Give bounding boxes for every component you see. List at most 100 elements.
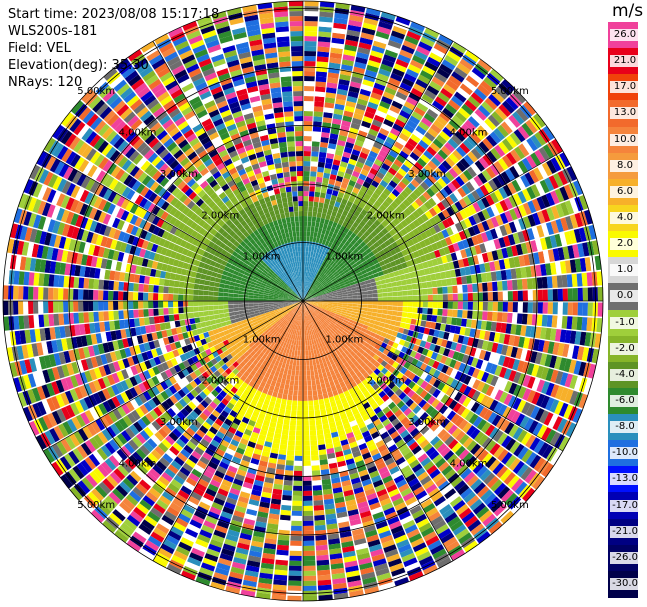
velocity-gate — [418, 121, 430, 132]
velocity-gate — [233, 304, 239, 308]
velocity-gate — [429, 52, 443, 63]
velocity-gate — [442, 107, 454, 119]
velocity-gate — [303, 241, 307, 247]
velocity-gate — [204, 280, 211, 286]
velocity-gate — [326, 153, 335, 160]
velocity-gate — [388, 229, 396, 237]
velocity-gate — [308, 201, 314, 207]
velocity-gate — [328, 282, 334, 286]
velocity-gate — [338, 269, 344, 275]
velocity-gate — [355, 217, 362, 225]
velocity-gate — [332, 159, 341, 166]
velocity-gate — [286, 136, 295, 142]
velocity-gate — [435, 240, 443, 249]
velocity-gate — [320, 266, 325, 272]
velocity-gate — [478, 141, 490, 154]
velocity-gate — [451, 134, 463, 146]
velocity-gate — [310, 251, 314, 257]
velocity-gate — [320, 142, 328, 148]
velocity-gate — [582, 242, 590, 257]
velocity-gate — [550, 157, 562, 172]
velocity-gate — [332, 190, 339, 197]
velocity-gate — [474, 88, 487, 101]
velocity-gate — [318, 270, 323, 276]
velocity-gate — [208, 301, 214, 306]
velocity-gate — [400, 211, 408, 220]
velocity-gate — [421, 93, 434, 104]
velocity-gate — [325, 270, 330, 275]
velocity-gate — [441, 59, 456, 71]
velocity-gate — [368, 208, 376, 216]
velocity-gate — [329, 285, 335, 289]
velocity-gate — [303, 251, 306, 257]
velocity-gate — [314, 196, 320, 203]
velocity-gate — [544, 177, 555, 192]
velocity-gate — [394, 246, 401, 254]
velocity-gate — [352, 71, 364, 79]
velocity-gate — [342, 296, 348, 299]
velocity-gate — [371, 192, 380, 200]
velocity-gate — [339, 271, 345, 277]
velocity-gate — [303, 291, 306, 297]
velocity-gate — [143, 317, 150, 326]
velocity-gate — [294, 216, 299, 222]
velocity-gate — [376, 245, 383, 252]
velocity-gate — [108, 290, 114, 300]
velocity-gate — [510, 149, 522, 163]
velocity-gate — [309, 289, 314, 294]
velocity-gate — [445, 196, 454, 206]
velocity-gate — [325, 277, 331, 283]
velocity-gate — [369, 55, 382, 64]
velocity-gate — [291, 226, 296, 232]
velocity-gate — [303, 266, 305, 271]
velocity-gate — [285, 126, 295, 132]
velocity-gate — [387, 296, 393, 301]
velocity-gate — [303, 226, 307, 232]
velocity-gate — [374, 200, 382, 208]
velocity-gate — [361, 251, 368, 257]
velocity-gate — [430, 123, 442, 134]
velocity-gate — [414, 106, 426, 117]
velocity-gate — [348, 278, 355, 284]
velocity-gate — [293, 206, 299, 212]
velocity-gate — [390, 30, 406, 40]
velocity-gate — [153, 285, 159, 293]
velocity-gate — [303, 286, 305, 292]
velocity-gate — [350, 214, 358, 222]
velocity-gate — [385, 171, 395, 180]
velocity-gate — [312, 273, 316, 279]
velocity-gate — [387, 109, 399, 119]
velocity-gate — [401, 249, 409, 257]
velocity-gate — [58, 313, 65, 326]
velocity-gate — [341, 287, 347, 291]
velocity-gate — [304, 41, 317, 47]
velocity-gate — [304, 21, 318, 27]
velocity-gate — [295, 131, 303, 137]
velocity-gate — [341, 59, 354, 67]
velocity-gate — [349, 251, 355, 258]
velocity-gate — [377, 223, 385, 231]
velocity-gate — [334, 103, 345, 111]
velocity-gate — [467, 293, 473, 301]
velocity-gate — [562, 246, 570, 260]
velocity-gate — [193, 301, 199, 307]
velocity-gate — [459, 158, 471, 169]
velocity-gate — [93, 290, 99, 300]
velocity-gate — [427, 197, 437, 207]
velocity-gate — [78, 277, 85, 289]
velocity-gate — [377, 271, 384, 277]
velocity-gate — [464, 99, 477, 112]
velocity-gate — [332, 238, 338, 245]
velocity-gate — [418, 139, 429, 150]
velocity-gate — [353, 112, 364, 121]
velocity-gate — [297, 241, 301, 247]
velocity-gate — [303, 171, 310, 177]
velocity-gate — [497, 158, 509, 171]
velocity-gate — [377, 105, 389, 114]
velocity-gate — [498, 141, 510, 155]
velocity-gate — [385, 278, 391, 284]
velocity-gate — [338, 134, 347, 142]
velocity-gate — [351, 117, 362, 126]
velocity-gate — [489, 261, 496, 272]
velocity-gate — [471, 190, 481, 201]
